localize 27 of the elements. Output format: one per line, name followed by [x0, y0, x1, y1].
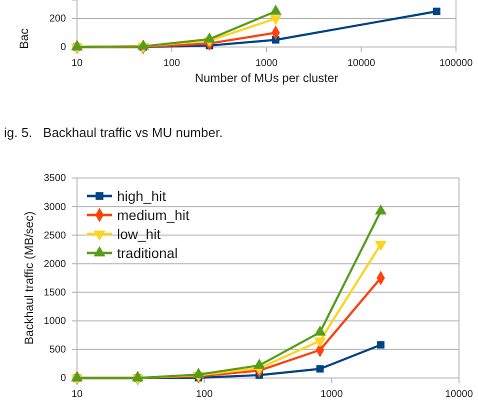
- x-tick-label: 1000: [255, 58, 278, 69]
- y-tick-label: 1000: [44, 316, 66, 328]
- x-tick-label: 10: [71, 58, 83, 69]
- legend-label: medium_hit: [117, 207, 190, 223]
- x-tick-label: 10: [71, 389, 83, 400]
- y-tick-label: 3500: [44, 173, 66, 184]
- x-tick-label: 1000: [320, 389, 344, 400]
- y-tick-label: 2500: [44, 230, 66, 242]
- y-tick-label: 500: [49, 344, 66, 356]
- y-tick-label: 0: [60, 373, 66, 384]
- x-axis-title: Number of MUs per cluster: [194, 71, 338, 85]
- y-tick-label: 3000: [44, 202, 66, 213]
- legend-label: high_hit: [117, 188, 166, 204]
- y-tick-label: 2000: [44, 258, 66, 270]
- x-tick-label: 100000: [439, 58, 474, 69]
- x-tick-label: 10000: [445, 389, 474, 400]
- text: ig. 5. Backhaul traffic vs MU number.: [4, 125, 223, 140]
- y-tick-label: 200: [49, 14, 66, 25]
- x-tick-label: 100: [196, 389, 214, 400]
- y-tick-label: 1500: [44, 287, 66, 298]
- y-tick-label: 0: [60, 42, 66, 54]
- x-tick-label: 100: [163, 58, 181, 69]
- legend-label: traditional: [117, 245, 178, 261]
- x-tick-label: 10000: [347, 58, 376, 69]
- legend-label: low_hit: [117, 226, 161, 242]
- y-axis-title: Backhaul traffic (MB/sec): [22, 211, 36, 345]
- y-axis-title: Bac: [17, 28, 31, 49]
